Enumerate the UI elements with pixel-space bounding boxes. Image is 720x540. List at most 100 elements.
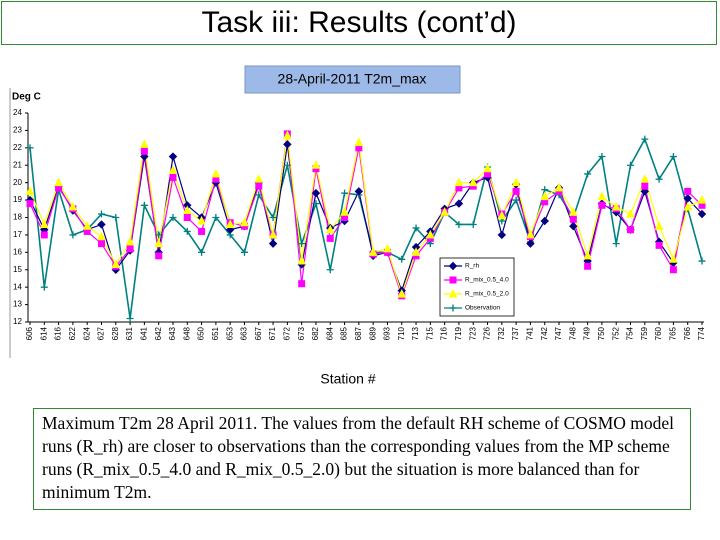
data-point: [669, 254, 678, 263]
x-tick-label: 749: [583, 326, 592, 340]
data-point: [112, 214, 120, 221]
data-point: [311, 160, 321, 169]
data-point: [111, 259, 121, 269]
x-tick-label: 747: [554, 326, 563, 340]
data-point: [655, 175, 663, 183]
data-point: [183, 214, 191, 221]
data-point: [697, 209, 707, 219]
data-point: [340, 207, 349, 216]
data-point: [468, 177, 478, 187]
data-point: [512, 187, 520, 195]
data-point: [126, 245, 134, 253]
data-point: [140, 147, 148, 155]
x-axis-label: Station #: [320, 371, 375, 387]
series-line: [29, 137, 703, 319]
data-point: [312, 200, 320, 208]
chart-title-box: [244, 65, 461, 94]
data-point: [526, 229, 535, 239]
x-tick-label: 750: [597, 326, 606, 340]
x-tick-label: 628: [111, 326, 120, 340]
data-point: [512, 196, 520, 204]
data-point: [268, 239, 278, 248]
data-point: [40, 231, 48, 239]
data-point: [669, 153, 677, 161]
x-tick-label: 606: [25, 326, 34, 340]
data-point: [627, 161, 635, 169]
x-tick-label: 748: [568, 326, 577, 340]
data-point: [569, 207, 578, 216]
data-point: [82, 221, 92, 230]
x-tick-label: 663: [240, 326, 249, 340]
x-tick-label: 642: [154, 326, 163, 340]
x-tick-label: 682: [311, 326, 320, 340]
data-point: [169, 214, 177, 221]
data-point: [540, 191, 550, 201]
data-point: [440, 207, 449, 216]
data-point: [140, 139, 149, 148]
data-point: [183, 227, 191, 235]
data-point: [182, 205, 192, 215]
data-point: [283, 130, 292, 140]
data-point: [39, 219, 49, 228]
legend-label: R_rh: [465, 263, 479, 270]
x-tick-label: 671: [268, 326, 277, 340]
data-point: [155, 231, 163, 239]
legend-marker: [448, 261, 458, 271]
data-point: [168, 152, 178, 161]
data-point: [655, 241, 663, 249]
data-point: [255, 182, 263, 190]
y-tick-label: 15: [13, 265, 22, 274]
y-tick-label: 23: [13, 126, 22, 135]
y-tick-label: 20: [13, 178, 22, 187]
data-point: [511, 177, 521, 187]
data-point: [168, 165, 178, 174]
y-tick-label: 21: [13, 160, 22, 169]
data-point: [54, 177, 63, 187]
data-point: [554, 182, 564, 192]
caption: Maximum T2m 28 April 2011. The values fr…: [33, 408, 691, 510]
series-line: [29, 144, 703, 293]
x-tick-label: 719: [454, 326, 463, 340]
x-tick-label: 715: [425, 326, 434, 340]
data-point: [298, 280, 306, 288]
x-tick-label: 616: [54, 326, 63, 340]
data-point: [454, 199, 464, 208]
x-tick-label: 653: [225, 326, 234, 340]
data-point: [584, 170, 592, 178]
x-tick-label: 742: [540, 326, 549, 340]
data-point: [154, 238, 163, 248]
data-point: [669, 266, 677, 274]
data-point: [198, 248, 206, 256]
data-point: [641, 135, 649, 143]
data-point: [612, 240, 620, 248]
x-tick-label: 760: [654, 326, 663, 340]
legend-marker: [449, 276, 457, 284]
y-axis-label: Deg C: [12, 92, 41, 103]
x-tick-label: 754: [626, 326, 635, 340]
data-point: [140, 201, 148, 209]
chart-title: 28-April-2011 T2m_max: [278, 71, 427, 87]
x-tick-label: 689: [368, 326, 377, 340]
data-point: [469, 220, 477, 228]
y-tick-label: 12: [13, 317, 22, 326]
x-tick-label: 672: [282, 326, 291, 340]
data-point: [26, 144, 34, 152]
y-tick-label: 18: [13, 213, 22, 222]
data-point: [654, 221, 664, 230]
y-tick-label: 19: [13, 195, 22, 204]
x-tick-label: 685: [340, 326, 349, 340]
data-point: [684, 187, 692, 195]
data-point: [626, 208, 635, 218]
chart: 28-April-2011 T2m_max Deg C Station # 12…: [9, 65, 707, 387]
data-point: [598, 153, 606, 161]
x-tick-label: 713: [411, 326, 420, 340]
data-point: [683, 201, 693, 211]
data-point: [411, 247, 421, 256]
y-tick-label: 17: [13, 230, 22, 239]
y-tick-label: 16: [13, 247, 22, 256]
x-tick-label: 631: [125, 326, 134, 340]
data-point: [125, 236, 135, 246]
data-point: [297, 255, 306, 265]
x-tick-label: 732: [497, 326, 506, 340]
data-point: [569, 215, 577, 223]
